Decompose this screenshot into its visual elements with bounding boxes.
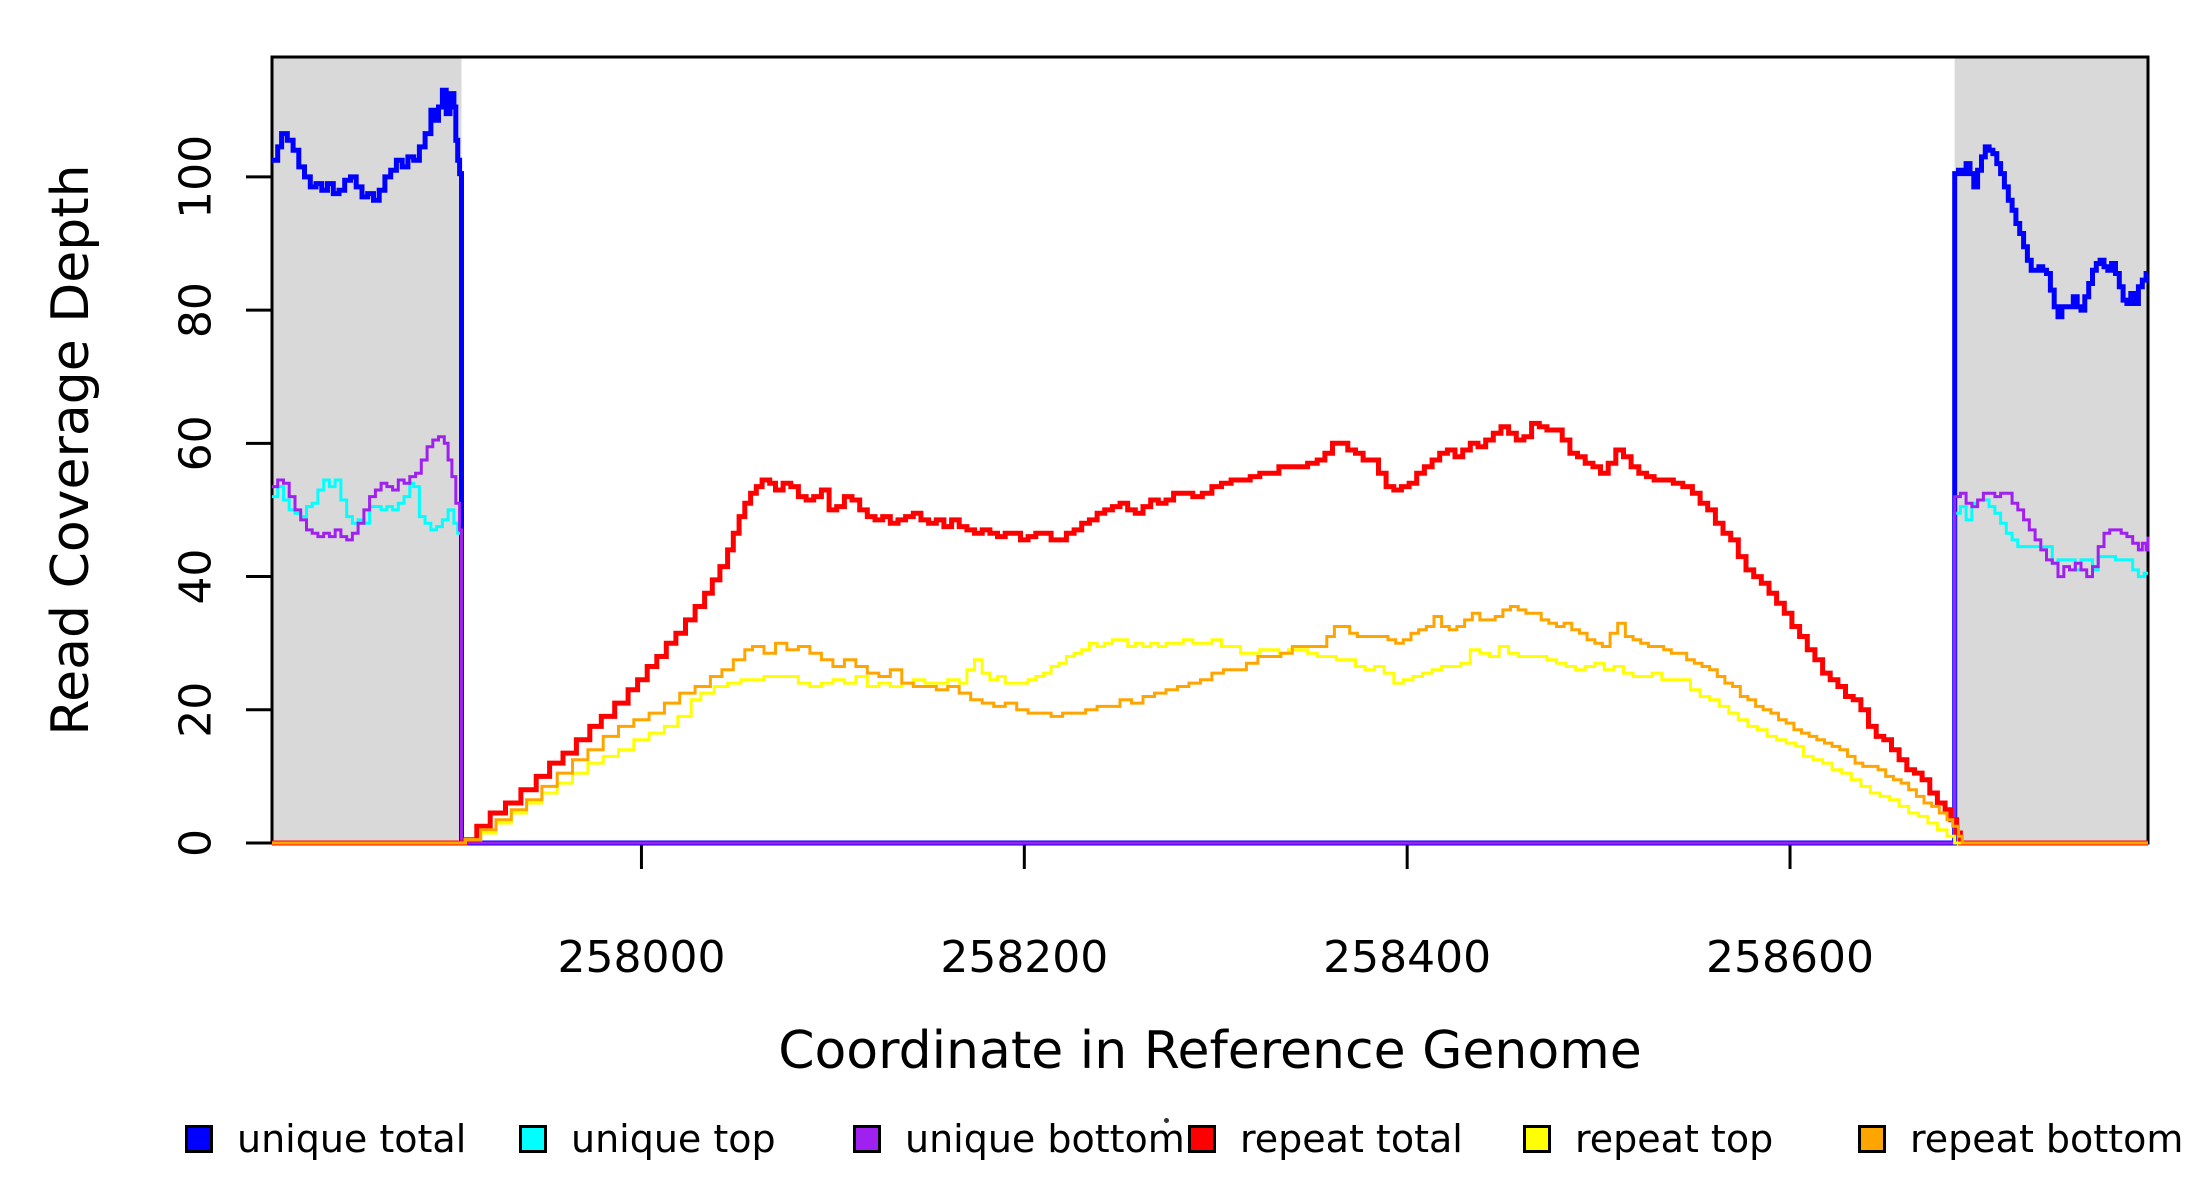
series-lines (272, 87, 2150, 846)
y-tick-label: 80 (171, 282, 222, 338)
legend-label-repeat-top: repeat top (1575, 1117, 1774, 1161)
x-tick-label: 258400 (1323, 932, 1491, 983)
legend-swatch-repeat-total (1188, 1125, 1216, 1153)
y-tick-label: 20 (171, 682, 222, 738)
legend-item-repeat-top: repeat top (1523, 1120, 1773, 1158)
legend-label-unique-total: unique total (237, 1117, 467, 1161)
y-tick-label: 40 (171, 549, 222, 605)
x-axis-title: Coordinate in Reference Genome (778, 1021, 1642, 1081)
legend-label-repeat-total: repeat total (1240, 1117, 1463, 1161)
legend-swatch-unique-top (519, 1125, 547, 1153)
y-axis-title: Read Coverage Depth (41, 164, 101, 735)
legend-item-unique-total: unique total (185, 1120, 466, 1158)
shaded-region-flank-right (1954, 57, 2148, 843)
legend-label-unique-bottom: unique bottom (905, 1117, 1185, 1161)
legend-label-repeat-bottom: repeat bottom (1910, 1117, 2184, 1161)
y-tick-label: 60 (171, 415, 222, 471)
legend-swatch-unique-bottom (853, 1125, 881, 1153)
legend-item-repeat-total: repeat total (1188, 1120, 1463, 1158)
series-path-repeat-bottom (272, 605, 2148, 845)
x-tick-label: 258600 (1706, 932, 1874, 983)
legend-item-repeat-bottom: repeat bottom (1858, 1120, 2183, 1158)
series-path-unique-top (272, 478, 2148, 845)
y-tick-label: 0 (171, 829, 222, 857)
legend-item-unique-bottom: unique bottom (853, 1120, 1185, 1158)
stray-dot (1164, 1118, 1169, 1123)
series-path-unique-total (272, 87, 2149, 846)
legend-label-unique-top: unique top (571, 1117, 776, 1161)
legend-item-unique-top: unique top (519, 1120, 776, 1158)
shaded-region-flank-left (272, 57, 462, 843)
y-tick-label: 100 (171, 135, 222, 219)
series-path-repeat-total (272, 420, 2148, 846)
series-path-repeat-top (272, 638, 2148, 845)
shaded-regions (272, 57, 2148, 843)
x-tick-label: 258000 (557, 932, 725, 983)
axes: 258000 258200 258400 258600 0 20 40 60 80 100 (171, 55, 2150, 983)
series-path-unique-bottom (272, 435, 2150, 845)
x-tick-label: 258200 (940, 932, 1108, 983)
legend-swatch-repeat-top (1523, 1125, 1551, 1153)
legend-swatch-unique-total (185, 1125, 213, 1153)
legend-swatch-repeat-bottom (1858, 1125, 1886, 1153)
